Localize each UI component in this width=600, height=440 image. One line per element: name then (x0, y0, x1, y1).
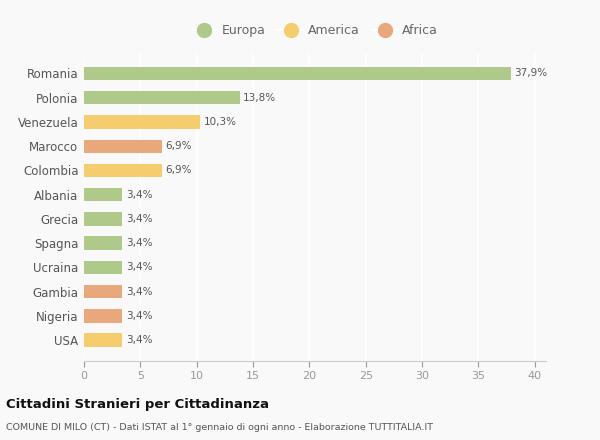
Text: 37,9%: 37,9% (514, 69, 548, 78)
Bar (84, 67, 511, 80)
Text: 3,4%: 3,4% (125, 190, 152, 200)
Bar (84, 285, 122, 298)
Bar (84, 91, 239, 104)
Text: 3,4%: 3,4% (125, 335, 152, 345)
Text: 6,9%: 6,9% (165, 141, 191, 151)
Text: 6,9%: 6,9% (165, 165, 191, 176)
Text: 3,4%: 3,4% (125, 214, 152, 224)
Bar (84, 188, 122, 202)
Bar (84, 164, 162, 177)
Bar (84, 309, 122, 323)
Text: 3,4%: 3,4% (125, 311, 152, 321)
Text: 3,4%: 3,4% (125, 286, 152, 297)
Text: 10,3%: 10,3% (203, 117, 236, 127)
Bar (84, 236, 122, 250)
Bar (84, 115, 200, 128)
Bar (84, 261, 122, 274)
Bar (84, 212, 122, 226)
Text: COMUNE DI MILO (CT) - Dati ISTAT al 1° gennaio di ogni anno - Elaborazione TUTTI: COMUNE DI MILO (CT) - Dati ISTAT al 1° g… (6, 423, 433, 432)
Bar (84, 334, 122, 347)
Legend: Europa, America, Africa: Europa, America, Africa (187, 19, 443, 42)
Text: 3,4%: 3,4% (125, 262, 152, 272)
Text: 13,8%: 13,8% (243, 93, 276, 103)
Text: Cittadini Stranieri per Cittadinanza: Cittadini Stranieri per Cittadinanza (6, 398, 269, 411)
Text: 3,4%: 3,4% (125, 238, 152, 248)
Bar (84, 139, 162, 153)
